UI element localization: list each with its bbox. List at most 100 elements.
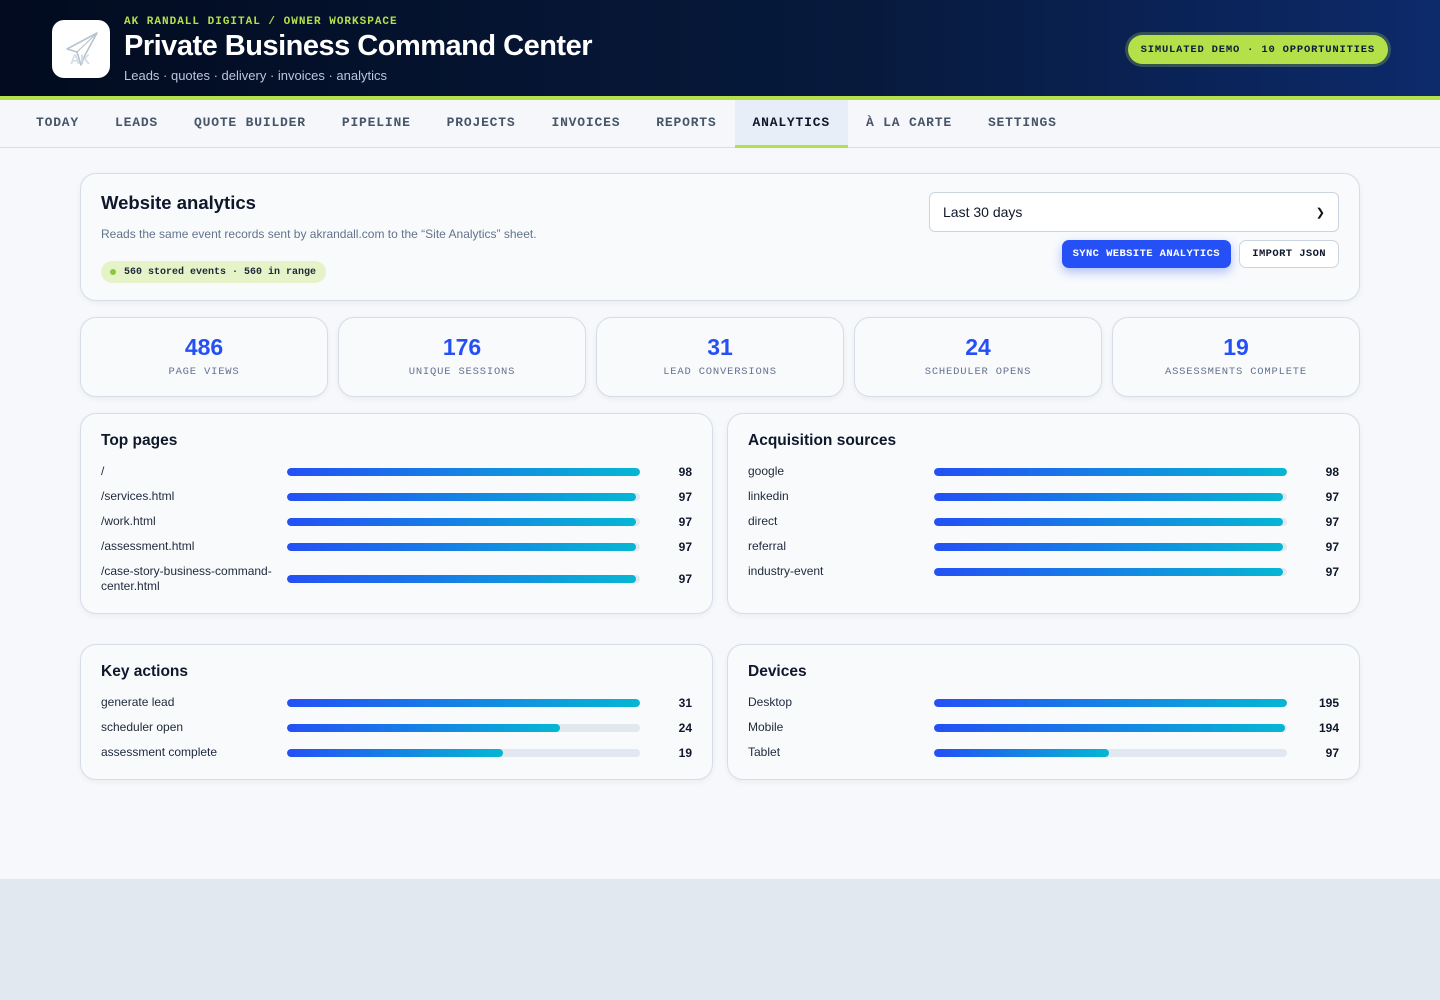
bar-track: [934, 723, 1287, 732]
bar-value: 97: [1325, 745, 1339, 760]
panel-title: Key actions: [101, 663, 189, 680]
bar-label: industry-event: [748, 564, 824, 578]
tab-leads[interactable]: LEADS: [115, 115, 159, 130]
bar-list: google 98 linkedin 97 direct 97 referral 97 indu…: [748, 459, 1339, 584]
main-content: Website analytics Reads the same event r…: [0, 148, 1440, 879]
stat-value: 486: [184, 334, 224, 360]
bar-track: [934, 542, 1287, 551]
bar-fill: [934, 492, 1284, 501]
bar-row: Tablet 97: [748, 740, 1339, 765]
bar-value: 98: [678, 464, 692, 479]
bar-row: direct 97: [748, 509, 1339, 534]
website-analytics-card: Website analytics Reads the same event r…: [80, 173, 1360, 301]
panel-title: Top pages: [101, 432, 178, 449]
stat-assessments-complete: 19 ASSESSMENTS COMPLETE: [1112, 317, 1360, 397]
bar-track: [287, 723, 640, 732]
tab-settings[interactable]: SETTINGS: [987, 115, 1057, 130]
bar-label: assessment complete: [101, 745, 218, 759]
brand-subtitle: Leads · quotes · delivery · invoices · a…: [124, 68, 388, 83]
panel-title: Acquisition sources: [748, 432, 897, 449]
stat-label: ASSESSMENTS COMPLETE: [1164, 366, 1308, 378]
page-title: Private Business Command Center: [124, 30, 592, 62]
bar-track: [934, 748, 1287, 757]
tab-quote-builder[interactable]: QUOTE BUILDER: [194, 115, 306, 130]
date-range-select[interactable]: Last 30 days ❯: [929, 192, 1339, 232]
main-nav: TODAY LEADS QUOTE BUILDER PIPELINE PROJE…: [0, 100, 1440, 148]
bar-track: [934, 698, 1287, 707]
bar-value: 24: [678, 720, 692, 735]
status-dot-icon: [110, 269, 116, 275]
import-json-button[interactable]: IMPORT JSON: [1239, 240, 1339, 268]
bar-value: 97: [678, 572, 692, 586]
bar-label: direct: [748, 514, 778, 528]
bar-value: 97: [678, 489, 692, 504]
bar-value: 97: [1325, 489, 1339, 504]
bar-value: 97: [1325, 514, 1339, 529]
stat-label: PAGE VIEWS: [168, 366, 240, 378]
bar-label: generate lead: [101, 695, 175, 709]
bar-label: /services.html: [101, 489, 175, 503]
bar-track: [287, 698, 640, 707]
svg-text:AK: AK: [70, 51, 90, 67]
panel-row-top: Top pages / 98/services.html 97/work.html 9…: [80, 413, 1360, 614]
bar-list: Desktop 195 Mobile 194 Tablet 97: [748, 690, 1339, 765]
bar-fill: [934, 748, 1110, 757]
brand-logo[interactable]: AK: [52, 20, 110, 78]
bar-fill: [934, 567, 1284, 576]
bar-label: Desktop: [748, 695, 793, 709]
bar-list: generate lead 31 scheduler open 24 assessmen…: [101, 690, 692, 765]
bar-label: linkedin: [748, 489, 789, 503]
bar-track: [287, 492, 640, 501]
bar-track: [287, 542, 640, 551]
sync-analytics-button[interactable]: SYNC WEBSITE ANALYTICS: [1061, 240, 1231, 268]
tab-projects[interactable]: PROJECTS: [446, 115, 516, 130]
stat-label: LEAD CONVERSIONS: [663, 366, 777, 378]
stat-page-views: 486 PAGE VIEWS: [80, 317, 328, 397]
bar-fill: [934, 517, 1284, 526]
bar-fill: [287, 492, 637, 501]
tab-a-la-carte[interactable]: À LA CARTE: [865, 115, 952, 130]
bar-value: 31: [678, 695, 692, 710]
brand-kicker: AK RANDALL DIGITAL / OWNER WORKSPACE: [124, 16, 398, 28]
chevron-down-icon: ❯: [1315, 206, 1325, 219]
tab-today[interactable]: TODAY: [36, 115, 80, 130]
section-title: Website analytics: [101, 192, 256, 213]
bar-value: 97: [1325, 564, 1339, 579]
bar-row: / 98: [101, 459, 692, 484]
bar-fill: [934, 723, 1286, 732]
demo-status-badge: SIMULATED DEMO · 10 OPPORTUNITIES: [1127, 35, 1388, 64]
bar-value: 98: [1325, 464, 1339, 479]
bar-label: /assessment.html: [101, 539, 195, 553]
acquisition-sources-panel: Acquisition sources google 98 linkedin 97 di…: [727, 413, 1360, 614]
tab-invoices[interactable]: INVOICES: [551, 115, 621, 130]
bar-fill: [934, 542, 1284, 551]
bar-fill: [287, 542, 637, 551]
bar-row: Desktop 195: [748, 690, 1339, 715]
bar-list: / 98/services.html 97/work.html 97/assessme…: [101, 459, 692, 599]
bar-track: [287, 575, 640, 583]
tab-analytics[interactable]: ANALYTICS: [734, 100, 848, 148]
stat-value: 176: [442, 334, 482, 360]
bar-fill: [934, 467, 1287, 476]
panel-title: Devices: [748, 663, 807, 680]
bar-label: google: [748, 464, 785, 478]
bar-row: /case-story-business-command-center.html…: [101, 559, 692, 599]
tab-reports[interactable]: REPORTS: [656, 115, 717, 130]
stat-unique-sessions: 176 UNIQUE SESSIONS: [338, 317, 586, 397]
date-range-value: Last 30 days: [943, 204, 1023, 220]
bar-row: linkedin 97: [748, 484, 1339, 509]
bar-row: assessment complete 19: [101, 740, 692, 765]
panel-row-bottom: Key actions generate lead 31 scheduler ope…: [80, 644, 1360, 780]
bar-track: [934, 567, 1287, 576]
bar-track: [934, 492, 1287, 501]
bar-track: [287, 517, 640, 526]
stats-row: 486 PAGE VIEWS 176 UNIQUE SESSIONS 31 LE…: [80, 317, 1360, 397]
devices-panel: Devices Desktop 195 Mobile 194 Tablet 97: [727, 644, 1360, 780]
bar-value: 195: [1318, 695, 1339, 710]
tab-pipeline[interactable]: PIPELINE: [341, 115, 411, 130]
bar-fill: [934, 698, 1287, 707]
stat-value: 19: [1223, 334, 1249, 360]
bar-row: referral 97: [748, 534, 1339, 559]
stat-label: UNIQUE SESSIONS: [408, 366, 516, 378]
bar-value: 194: [1318, 720, 1339, 735]
